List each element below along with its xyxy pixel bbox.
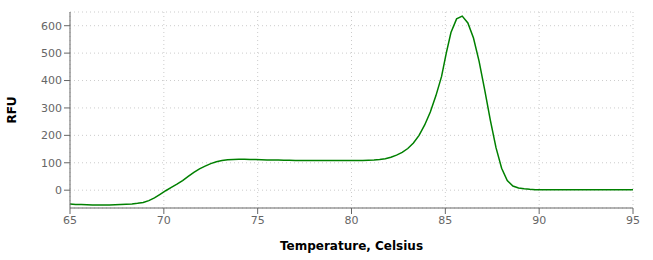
svg-text:100: 100 <box>41 157 62 170</box>
svg-text:85: 85 <box>438 214 452 227</box>
svg-text:200: 200 <box>41 129 62 142</box>
svg-text:95: 95 <box>626 214 640 227</box>
svg-text:65: 65 <box>63 214 77 227</box>
svg-text:500: 500 <box>41 47 62 60</box>
svg-text:80: 80 <box>345 214 359 227</box>
svg-text:0: 0 <box>55 184 62 197</box>
svg-text:RFU: RFU <box>8 96 19 123</box>
svg-text:Temperature, Celsius: Temperature, Celsius <box>280 239 423 253</box>
svg-text:75: 75 <box>251 214 265 227</box>
svg-text:400: 400 <box>41 74 62 87</box>
svg-text:300: 300 <box>41 102 62 115</box>
svg-text:70: 70 <box>157 214 171 227</box>
svg-text:600: 600 <box>41 20 62 33</box>
svg-text:90: 90 <box>532 214 546 227</box>
